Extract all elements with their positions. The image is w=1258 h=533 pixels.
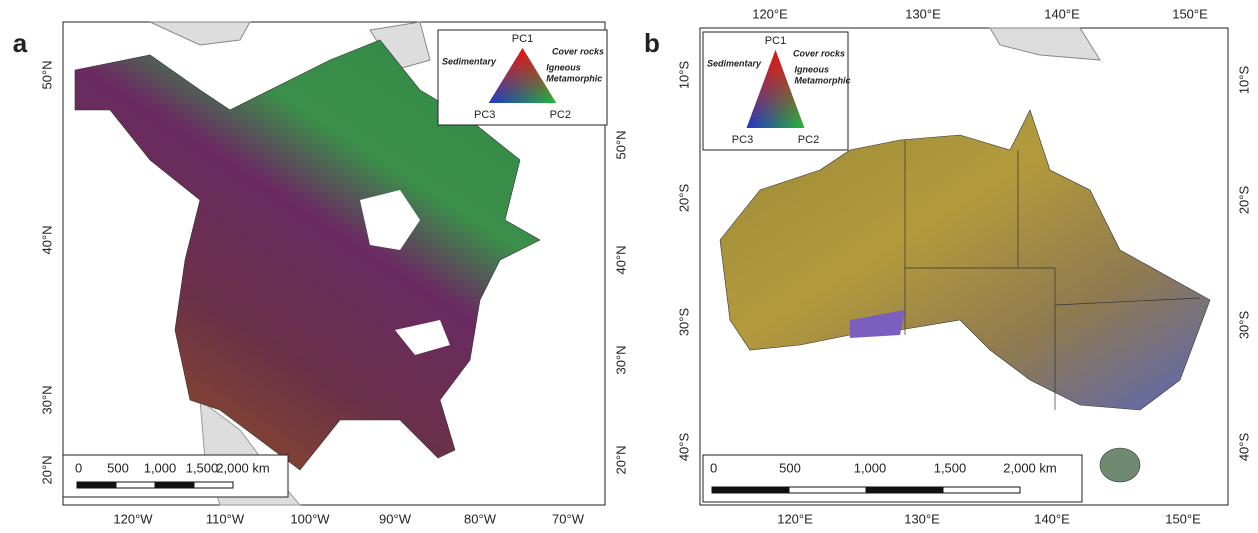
left-tick-label: 30°S xyxy=(676,308,691,337)
bottom-tick-label: 110°W xyxy=(206,511,245,526)
bottom-tick-label: 100°W xyxy=(290,511,330,526)
left-tick-label: 20°N xyxy=(39,455,54,484)
bottom-tick-label: 70°W xyxy=(552,511,585,526)
legend-pc3: PC3 xyxy=(732,134,753,146)
panel-label: a xyxy=(13,28,28,58)
legend-cover: Cover rocks xyxy=(793,48,845,58)
right-tick-label: 20°S xyxy=(1236,186,1251,215)
panel-label: b xyxy=(644,28,660,58)
scale-box xyxy=(62,454,289,498)
scale-label: 500 xyxy=(779,460,801,475)
scale-label: 0 xyxy=(75,460,82,475)
legend-triangle-overlay xyxy=(488,48,557,103)
left-tick-label: 40°N xyxy=(39,225,54,254)
left-tick-label: 40°S xyxy=(676,433,691,462)
left-tick-label: 50°N xyxy=(39,60,54,89)
scale-label: 2,000 km xyxy=(216,460,269,475)
legend-metamorphic: Metamorphic xyxy=(546,73,602,83)
new-guinea xyxy=(989,27,1101,61)
scale-label: 1,000 xyxy=(854,460,887,475)
scale-label: 0 xyxy=(710,460,717,475)
legend-metamorphic: Metamorphic xyxy=(795,75,851,85)
bottom-tick-label: 120°E xyxy=(777,511,813,526)
bight-region xyxy=(850,310,905,338)
scale-segment xyxy=(76,481,117,489)
right-tick-label: 10°S xyxy=(1236,66,1251,95)
legend-pc2: PC2 xyxy=(798,134,819,146)
australia xyxy=(719,109,1211,411)
great-lakes xyxy=(395,320,450,355)
map-b xyxy=(699,27,1229,506)
legend-igneous: Igneous xyxy=(795,64,830,74)
legend-cover: Cover rocks xyxy=(552,46,604,56)
legend-pc1: PC1 xyxy=(512,33,533,45)
scale-segment xyxy=(711,486,790,494)
right-tick-label: 20°N xyxy=(613,445,628,474)
scale-label: 2,000 km xyxy=(1003,460,1056,475)
scale-label: 1,000 xyxy=(144,460,177,475)
legend-pc1: PC1 xyxy=(765,35,786,47)
right-tick-label: 30°S xyxy=(1236,311,1251,340)
bottom-tick-label: 130°E xyxy=(904,511,940,526)
legend-igneous: Igneous xyxy=(546,62,581,72)
bottom-tick-label: 140°E xyxy=(1034,511,1070,526)
right-tick-label: 40°N xyxy=(613,245,628,274)
legend-sedimentary: Sedimentary xyxy=(442,56,497,66)
scale-segment xyxy=(788,486,867,494)
scale-segment xyxy=(154,481,195,489)
left-tick-label: 30°N xyxy=(39,385,54,414)
top-tick-label: 150°E xyxy=(1172,6,1208,21)
bottom-tick-label: 90°W xyxy=(379,511,412,526)
scale-segment xyxy=(865,486,944,494)
top-tick-label: 120°E xyxy=(752,6,788,21)
scale-label: 1,500 xyxy=(186,460,219,475)
scale-box xyxy=(702,454,1083,503)
tasmania xyxy=(1099,447,1141,483)
right-tick-label: 40°S xyxy=(1236,433,1251,462)
left-tick-label: 20°S xyxy=(676,184,691,213)
hudson-bay xyxy=(360,190,420,250)
borders xyxy=(904,140,1201,410)
legend-pc2: PC2 xyxy=(550,109,571,121)
bottom-tick-label: 120°W xyxy=(113,511,153,526)
top-tick-label: 130°E xyxy=(905,6,941,21)
scale-segment xyxy=(115,481,156,489)
legend-triangle-overlay xyxy=(746,50,805,128)
legend-pc3: PC3 xyxy=(474,109,495,121)
left-tick-label: 10°S xyxy=(676,61,691,90)
bottom-tick-label: 80°W xyxy=(464,511,497,526)
scale-segment xyxy=(193,481,234,489)
scale-segment xyxy=(942,486,1021,494)
scale-label: 1,500 xyxy=(934,460,967,475)
north-america xyxy=(74,39,541,471)
right-tick-label: 30°N xyxy=(613,345,628,374)
top-tick-label: 140°E xyxy=(1044,6,1080,21)
scale-label: 500 xyxy=(107,460,129,475)
right-tick-label: 50°N xyxy=(613,130,628,159)
legend-sedimentary: Sedimentary xyxy=(707,58,762,68)
bottom-tick-label: 150°E xyxy=(1165,511,1201,526)
